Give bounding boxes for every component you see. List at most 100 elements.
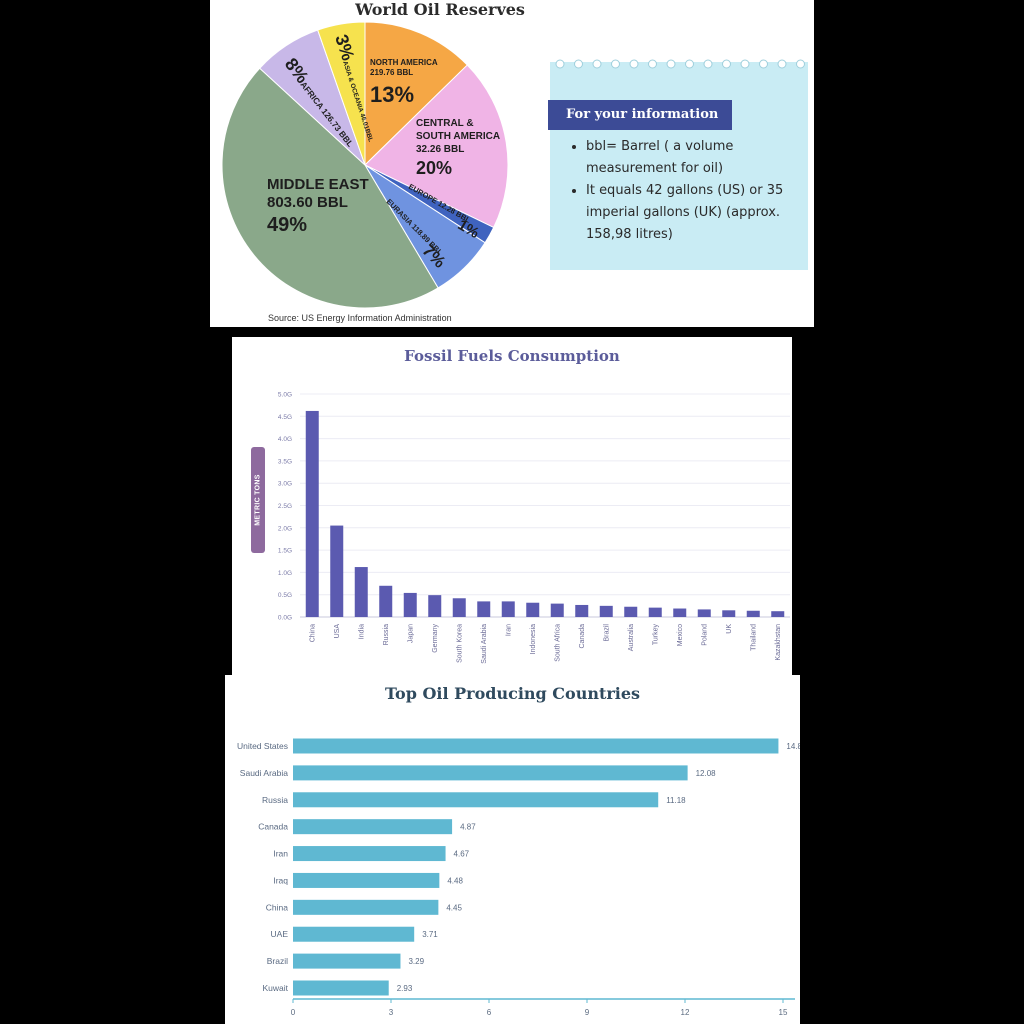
bar: [648, 607, 662, 617]
bar: [305, 410, 319, 617]
y-category-label: Canada: [258, 822, 288, 832]
notepad-ring: [703, 59, 713, 69]
bar: [452, 598, 466, 617]
bar-value-label: 3.29: [408, 957, 424, 966]
oil-reserves-title: World Oil Reserves: [355, 0, 525, 19]
pie-label-percent: 13%: [370, 82, 414, 107]
x-tick-label: Mexico: [677, 624, 684, 646]
x-tick-label: South Korea: [456, 624, 463, 663]
y-tick-label: 0.5G: [278, 592, 292, 599]
bar: [379, 585, 393, 617]
bar: [293, 953, 401, 969]
notepad-ring: [611, 59, 620, 69]
y-tick-label: 2.0G: [278, 525, 292, 532]
bar: [599, 605, 613, 617]
pie-label-region: NORTH AMERICA: [370, 58, 438, 67]
oil-producers-title: Top Oil Producing Countries: [384, 684, 641, 703]
notepad-ring: [629, 59, 639, 69]
bar: [746, 610, 760, 617]
pie-slice-1: [364, 64, 509, 229]
chart-source-note: Source: US Energy Information Administra…: [268, 313, 452, 323]
y-category-label: Kuwait: [262, 983, 288, 993]
y-category-label: UAE: [271, 929, 289, 939]
bar: [293, 846, 446, 862]
y-tick-label: 5.0G: [278, 392, 292, 399]
pie-label-percent: 20%: [416, 158, 452, 178]
info-box-heading: For your information: [548, 100, 732, 130]
x-tick-label: Brazil: [603, 624, 610, 642]
x-tick-label: India: [358, 624, 365, 639]
y-category-label: Iraq: [273, 875, 288, 885]
bar: [428, 595, 442, 617]
fossil-fuels-bar-chart: 0.0G 0.5G 1.0G 1.5G 2.0G 2.5G 3.0G 3.5G 4.0G 4.5G…: [278, 392, 790, 664]
pie-label-region-line1: CENTRAL &: [416, 118, 474, 129]
bar: [293, 738, 779, 754]
bar: [771, 611, 785, 617]
y-category-label: Russia: [262, 795, 288, 805]
x-tick-label: Thailand: [750, 624, 757, 651]
notepad-ring: [648, 59, 657, 69]
fossil-fuels-panel: Fossil Fuels Consumption METRIC TONS 0.0…: [232, 337, 792, 675]
bar: [697, 609, 711, 617]
x-tick-label: Indonesia: [530, 624, 537, 654]
notepad-ring: [685, 59, 694, 69]
bar: [293, 980, 389, 996]
bar: [293, 765, 688, 781]
pie-label-amount: 803.60 BBL: [267, 194, 348, 211]
y-category-label: Iran: [273, 849, 288, 859]
bar-value-label: 4.45: [446, 903, 462, 912]
notepad-ring: [574, 59, 583, 69]
x-tick-label: 0: [291, 1008, 296, 1017]
y-tick-label: 1.0G: [278, 570, 292, 577]
pie-label-region-line2: SOUTH AMERICA: [416, 131, 500, 142]
pie-slice-0: [364, 21, 468, 167]
x-tick-label: Canada: [579, 624, 586, 649]
bar: [624, 606, 638, 617]
info-box: For your information bbl= Barrel ( a vol…: [548, 59, 808, 270]
x-tick-label: Germany: [432, 624, 439, 653]
pie-label-group-central-south-america: CENTRAL & SOUTH AMERICA 32.26 BBL 20%: [416, 118, 500, 178]
info-box-list: bbl= Barrel ( a volume measurement for o…: [564, 136, 808, 246]
x-tick-label: 15: [779, 1008, 788, 1017]
bar-value-label: 14.86: [786, 742, 800, 751]
bar: [526, 602, 540, 617]
x-tick-label: Turkey: [652, 624, 659, 646]
notepad-ring: [666, 59, 676, 69]
x-tick-label: 3: [389, 1008, 394, 1017]
y-tick-label: 0.0G: [278, 615, 292, 622]
x-tick-label: Iran: [505, 624, 512, 636]
bar: [722, 610, 736, 617]
y-tick-label: 4.5G: [278, 414, 292, 421]
x-tick-label: 9: [585, 1008, 590, 1017]
bar: [501, 601, 515, 617]
notepad-rings: [555, 59, 805, 69]
bar-value-label: 4.67: [454, 850, 470, 859]
notepad-ring: [740, 59, 750, 69]
y-axis-label-pill: METRIC TONS: [251, 447, 265, 553]
bar: [477, 601, 491, 617]
y-tick-label: 3.5G: [278, 458, 292, 465]
oil-reserves-panel: World Oil Reserves NORTH AMERICA 219.76 B…: [210, 0, 814, 327]
info-bullet-gallons: It equals 42 gallons (US) or 35 imperial…: [586, 180, 808, 246]
x-tick-label: 6: [487, 1008, 492, 1017]
bar: [293, 872, 440, 888]
y-category-label: Saudi Arabia: [240, 768, 288, 778]
x-tick-label: Saudi Arabia: [481, 624, 488, 664]
bar: [403, 592, 417, 617]
bar-value-label: 12.08: [696, 769, 717, 778]
pie-label-amount: 32.26 BBL: [416, 144, 464, 155]
bar-value-label: 4.48: [447, 876, 463, 885]
x-tick-label: Poland: [701, 624, 708, 646]
pie-slice-4: [221, 67, 439, 309]
pie-label-percent: 49%: [267, 214, 307, 236]
x-tick-label: Russia: [383, 624, 390, 646]
pie-slice-6: [317, 21, 366, 166]
x-tick-label: Kazakhstan: [775, 624, 782, 661]
bar: [575, 604, 589, 617]
bar: [354, 567, 368, 617]
bar: [293, 792, 659, 808]
y-tick-label: 3.0G: [278, 481, 292, 488]
